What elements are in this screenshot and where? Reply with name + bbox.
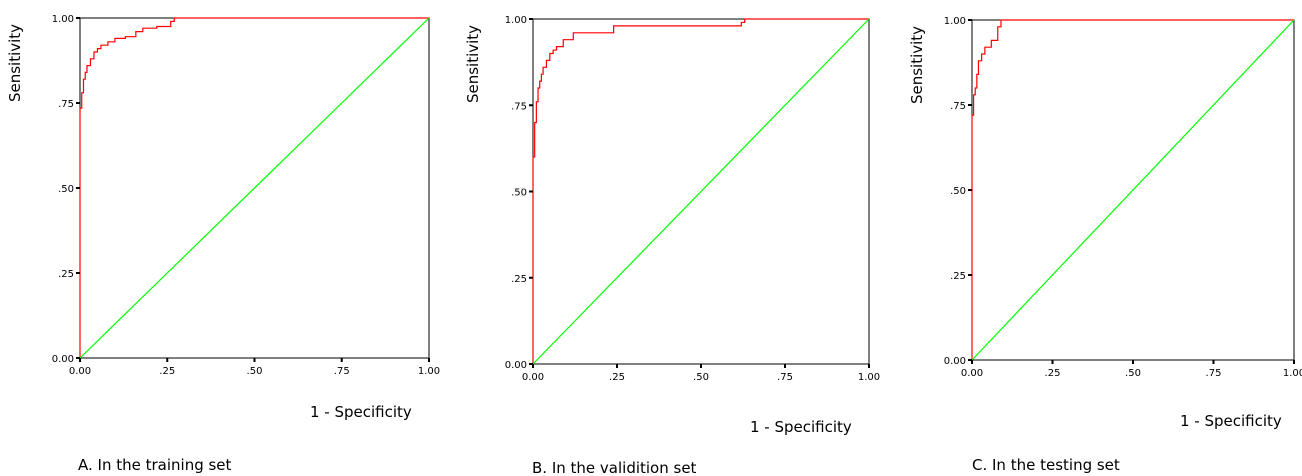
- y-tick-label: .25: [950, 271, 966, 282]
- y-tick-label: .50: [950, 186, 966, 197]
- x-tick-label: .75: [777, 372, 793, 383]
- y-tick-label: .25: [511, 274, 527, 285]
- y-tick-label: 0.00: [52, 354, 74, 365]
- x-tick-label: 0.00: [522, 372, 544, 383]
- y-axis-title: Sensitivity: [6, 24, 24, 102]
- y-tick-label: 1.00: [944, 16, 966, 27]
- panel-caption: A. In the training set: [78, 456, 232, 474]
- roc-curve-0: [79, 17, 429, 358]
- y-tick-label: .25: [58, 269, 74, 280]
- x-tick-label: 1.00: [858, 372, 880, 383]
- x-tick-label: .25: [1045, 368, 1061, 379]
- panel-caption: C. In the testing set: [972, 456, 1120, 474]
- x-tick-label: .50: [693, 372, 709, 383]
- x-tick-label: 1.00: [1283, 368, 1302, 379]
- panel-caption: B. In the validition set: [532, 459, 697, 476]
- y-tick-label: .75: [58, 99, 74, 110]
- x-tick-label: 0.00: [69, 366, 91, 377]
- x-axis-title: 1 - Specificity: [1180, 412, 1282, 430]
- x-tick-label: .50: [1125, 368, 1141, 379]
- x-tick-label: .25: [609, 372, 625, 383]
- x-axis-title: 1 - Specificity: [750, 418, 852, 436]
- y-tick-label: 1.00: [52, 14, 74, 25]
- x-tick-label: .75: [1206, 368, 1222, 379]
- x-tick-label: .25: [159, 366, 175, 377]
- y-tick-label: 1.00: [505, 15, 527, 26]
- roc-curve-0: [971, 19, 1294, 360]
- roc-curve-0: [532, 18, 869, 364]
- x-tick-label: .50: [247, 366, 263, 377]
- x-tick-label: 0.00: [961, 368, 983, 379]
- y-tick-label: 0.00: [944, 356, 966, 367]
- reference-line-1: [532, 18, 870, 365]
- x-axis-title: 1 - Specificity: [310, 403, 412, 421]
- reference-line-1: [79, 17, 430, 359]
- x-tick-label: 1.00: [418, 366, 440, 377]
- y-tick-label: .75: [950, 101, 966, 112]
- y-tick-label: 0.00: [505, 360, 527, 371]
- y-tick-label: .75: [511, 101, 527, 112]
- x-tick-label: .75: [334, 366, 350, 377]
- y-axis-title: Sensitivity: [908, 26, 926, 104]
- y-tick-label: .50: [58, 184, 74, 195]
- y-tick-label: .50: [511, 188, 527, 199]
- y-axis-title: Sensitivity: [464, 25, 482, 103]
- reference-line-1: [971, 19, 1295, 361]
